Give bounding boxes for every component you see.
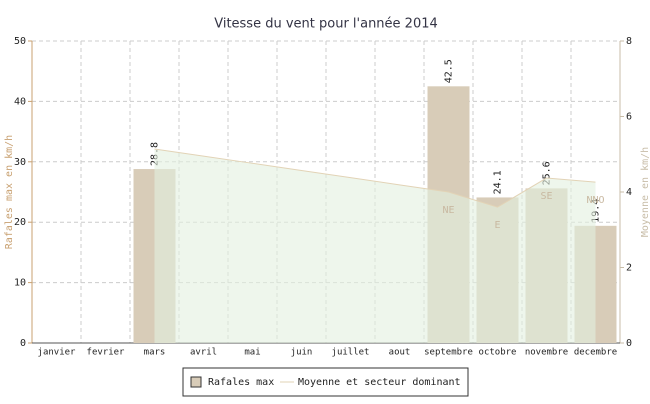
x-tick-label: septembre (424, 348, 473, 358)
x-tick-label: avril (190, 348, 217, 358)
y2-tick-label: 4 (626, 187, 632, 198)
data-label: 25.6 (542, 161, 553, 185)
x-tick-label: mars (144, 348, 166, 358)
y-tick-label: 10 (14, 278, 26, 289)
y2-tick-label: 6 (626, 112, 632, 123)
area (154, 148, 596, 343)
x-tick-label: janvier (38, 348, 77, 358)
sector-label: SE (540, 191, 552, 202)
data-label: 24.1 (493, 170, 504, 194)
x-tick-label: octobre (479, 348, 517, 358)
y-tick-label: 0 (20, 338, 26, 349)
data-label: 42.5 (444, 59, 455, 83)
line (154, 148, 596, 208)
legend-swatch (190, 376, 202, 388)
x-tick-label: fevrier (87, 348, 126, 358)
y-axis-label: Rafales max en km/h (4, 135, 15, 249)
y-tick-label: 20 (14, 217, 26, 228)
x-tick-label: mai (244, 348, 260, 358)
y2-tick-label: 8 (626, 36, 632, 47)
y2-tick-label: 2 (626, 263, 632, 274)
sector-label: E (494, 220, 500, 231)
y-tick-label: 40 (14, 96, 26, 107)
sector-label: NNO (586, 195, 604, 206)
x-tick-label: novembre (525, 348, 568, 358)
x-tick-label: juin (291, 348, 313, 358)
x-tick-label: aout (389, 348, 411, 358)
legend-label: Moyenne et secteur dominant (298, 377, 461, 388)
sector-label: NE (442, 205, 454, 216)
data-label: 19.4 (591, 199, 602, 223)
chart-title: Vitesse du vent pour l'année 2014 (214, 17, 438, 32)
x-tick-label: juillet (332, 348, 370, 358)
y-tick-label: 50 (14, 36, 26, 47)
legend-label: Rafales max (208, 377, 274, 388)
y2-tick-label: 0 (626, 338, 632, 349)
legend-box (182, 367, 469, 397)
x-tick-label: decembre (574, 348, 617, 358)
y-tick-label: 30 (14, 157, 26, 168)
y2-axis-label: Moyenne en km/h (640, 147, 650, 237)
